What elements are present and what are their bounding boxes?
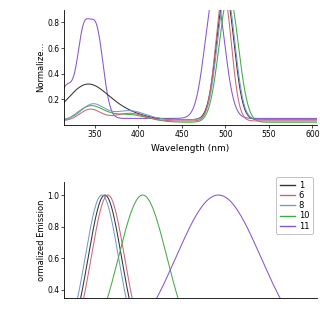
X-axis label: Wavelength (nm): Wavelength (nm): [151, 144, 229, 153]
Y-axis label: ormalized Emission: ormalized Emission: [36, 199, 46, 281]
Y-axis label: Normalize...: Normalize...: [36, 42, 46, 92]
Legend: 1, 6, 8, 10, 11: 1, 6, 8, 10, 11: [276, 177, 313, 234]
